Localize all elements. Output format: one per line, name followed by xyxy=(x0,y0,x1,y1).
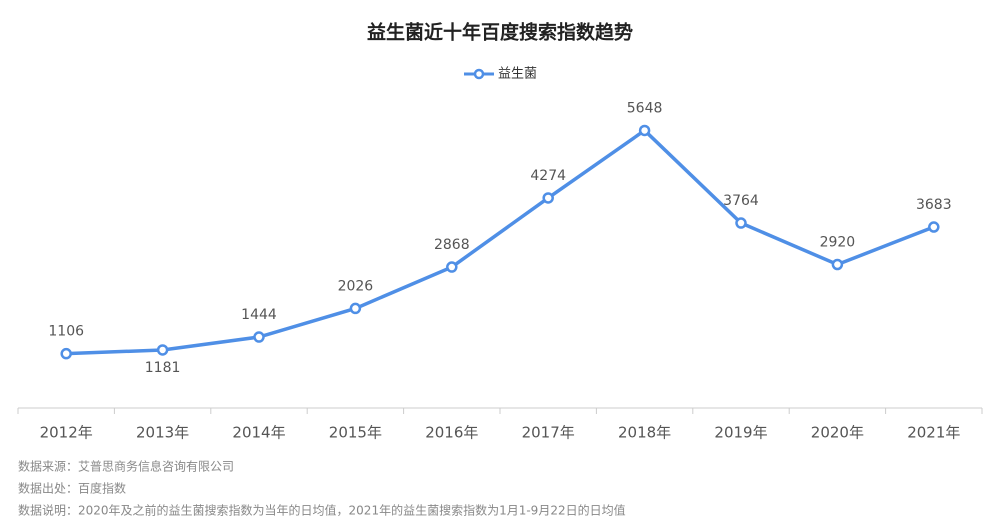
x-tick-label: 2020年 xyxy=(811,424,864,442)
point xyxy=(638,124,651,137)
note: 数据来源：艾普思商务信息咨询有限公司 xyxy=(18,459,234,474)
data-label: 5648 xyxy=(627,100,663,116)
data-label: 3764 xyxy=(723,193,759,209)
point xyxy=(446,261,458,273)
point xyxy=(542,192,554,204)
data-label: 2920 xyxy=(820,235,856,251)
point xyxy=(349,302,362,315)
note: 数据说明：2020年及之前的益生菌搜索指数为当年的日均值，2021年的益生菌搜索… xyxy=(18,503,626,518)
data-label: 1444 xyxy=(241,307,277,323)
point xyxy=(831,258,844,271)
point xyxy=(928,221,940,233)
data-label: 3683 xyxy=(916,197,952,213)
data-label: 2868 xyxy=(434,237,470,253)
point xyxy=(735,217,747,229)
x-tick-label: 2016年 xyxy=(425,424,478,442)
series-line xyxy=(66,128,935,356)
legend-marker xyxy=(473,68,485,80)
point xyxy=(156,344,169,356)
x-tick-label: 2018年 xyxy=(618,424,671,442)
data-label: 1106 xyxy=(48,324,84,340)
data-label: 2026 xyxy=(338,278,374,294)
x-tick-label: 2012年 xyxy=(40,424,93,442)
data-label: 1181 xyxy=(145,360,181,376)
point xyxy=(60,347,72,360)
x-tick-label: 2015年 xyxy=(329,424,382,442)
x-tick-label: 2019年 xyxy=(714,424,767,442)
x-tick-label: 2017年 xyxy=(522,424,575,442)
x-tick-label: 2021年 xyxy=(907,424,960,442)
x-tick-label: 2013年 xyxy=(136,424,189,442)
x-tick-label: 2014年 xyxy=(232,424,285,442)
point xyxy=(253,331,265,343)
note: 数据出处：百度指数 xyxy=(18,481,126,496)
chart-title: 益生菌近十年百度搜索指数趋势 xyxy=(367,21,633,44)
data-label: 4274 xyxy=(530,168,566,184)
legend-label: 益生菌 xyxy=(498,67,537,82)
